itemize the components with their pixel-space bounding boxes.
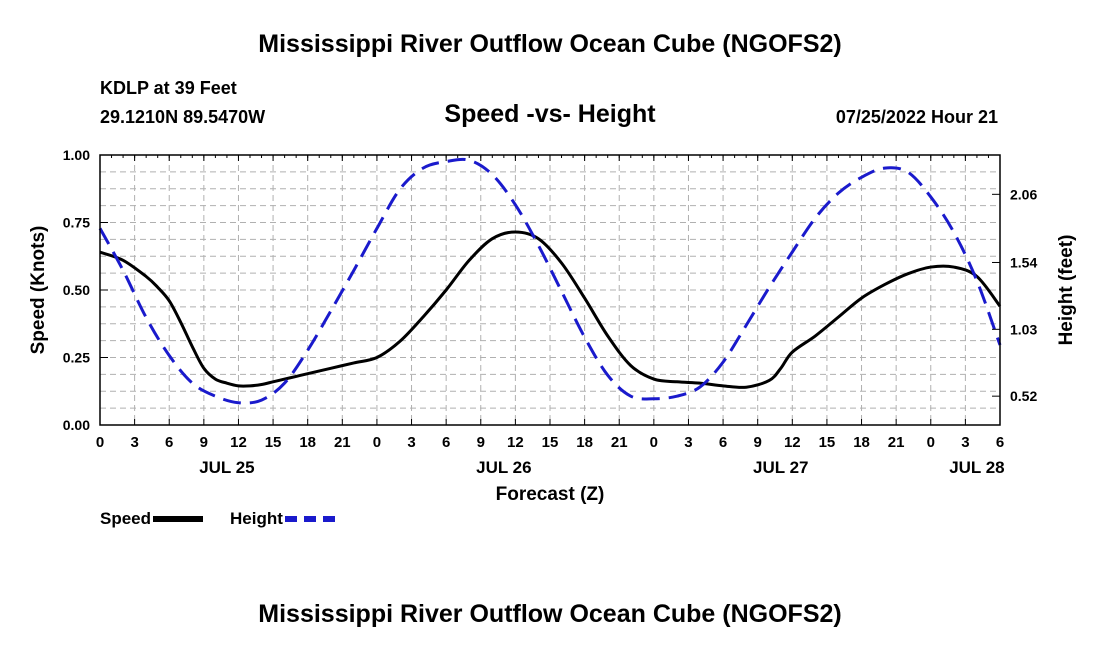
y-tick-label: 0.50 xyxy=(63,282,90,298)
station-label: KDLP at 39 Feet xyxy=(100,78,237,98)
legend-speed-swatch xyxy=(153,516,204,522)
x-tick-label: 9 xyxy=(477,434,485,451)
height-series-line xyxy=(98,157,1002,405)
footer-title: Mississippi River Outflow Ocean Cube (NG… xyxy=(258,600,842,628)
chart-subtitle: Speed -vs- Height xyxy=(444,100,656,128)
x-tick-label: 21 xyxy=(611,434,628,451)
x-tick-label: 3 xyxy=(961,434,969,451)
y-tick-label: 0.00 xyxy=(63,417,90,433)
grid xyxy=(100,155,1000,425)
x-tick-label: 15 xyxy=(542,434,559,451)
x-tick-label: 18 xyxy=(576,434,593,451)
y-right-tick-label: 1.54 xyxy=(1010,254,1037,270)
chart-title: Mississippi River Outflow Ocean Cube (NG… xyxy=(258,30,842,58)
date-label: JUL 28 xyxy=(949,458,1004,477)
x-tick-label: 6 xyxy=(442,434,450,451)
y-right-axis-label: Height (feet) xyxy=(1056,235,1077,346)
x-tick-label: 0 xyxy=(373,434,381,451)
x-tick-label: 0 xyxy=(96,434,104,451)
axes: 0 3 6 9 12 15 18 21 0 3 6 9 12 15 18 21 0 3 6 9 12 15 18 21 0 3 6 J… xyxy=(28,147,1077,505)
x-tick-label: 3 xyxy=(130,434,138,451)
forecast-datetime: 07/25/2022 Hour 21 xyxy=(835,107,998,127)
x-tick-label: 9 xyxy=(754,434,762,451)
coordinates-label: 29.1210N 89.5470W xyxy=(100,107,266,127)
legend-height: Height xyxy=(230,509,335,529)
legend-height-swatch xyxy=(284,516,335,522)
date-label: JUL 26 xyxy=(476,458,531,477)
x-tick-label: 15 xyxy=(265,434,282,451)
y-axis-label: Speed (Knots) xyxy=(28,226,49,355)
x-tick-label: 21 xyxy=(888,434,905,451)
x-tick-label: 12 xyxy=(784,434,801,451)
x-tick-label: 9 xyxy=(200,434,208,451)
legend-speed: Speed xyxy=(100,509,204,529)
y-right-tick-label: 2.06 xyxy=(1010,186,1037,202)
date-label: JUL 27 xyxy=(753,458,808,477)
x-tick-label: 6 xyxy=(165,434,173,451)
x-tick-label: 18 xyxy=(299,434,316,451)
y-tick-label: 0.75 xyxy=(63,215,90,231)
x-tick-label: 15 xyxy=(819,434,836,451)
speed-height-chart: 0 3 6 9 12 15 18 21 0 3 6 9 12 15 18 21 0 3 6 9 12 15 18 21 0 3 6 J… xyxy=(28,147,1077,505)
y-right-tick-label: 1.03 xyxy=(1010,321,1037,337)
x-tick-label: 0 xyxy=(650,434,658,451)
x-axis-label: Forecast (Z) xyxy=(496,484,605,505)
legend-speed-label: Speed xyxy=(100,509,152,528)
x-tick-label: 21 xyxy=(334,434,351,451)
x-tick-label: 3 xyxy=(407,434,415,451)
x-tick-label: 0 xyxy=(927,434,935,451)
x-tick-label: 12 xyxy=(507,434,524,451)
x-tick-label: 3 xyxy=(684,434,692,451)
series xyxy=(98,157,1002,405)
y-right-tick-label: 0.52 xyxy=(1010,388,1037,404)
y-tick-label: 1.00 xyxy=(63,147,90,163)
x-tick-label: 12 xyxy=(230,434,247,451)
x-tick-label: 6 xyxy=(719,434,727,451)
x-tick-label: 6 xyxy=(996,434,1004,451)
x-tick-label: 18 xyxy=(853,434,870,451)
legend-height-label: Height xyxy=(230,509,283,528)
y-tick-label: 0.25 xyxy=(63,350,90,366)
speed-series-line xyxy=(99,230,1002,389)
date-label: JUL 25 xyxy=(199,458,254,477)
